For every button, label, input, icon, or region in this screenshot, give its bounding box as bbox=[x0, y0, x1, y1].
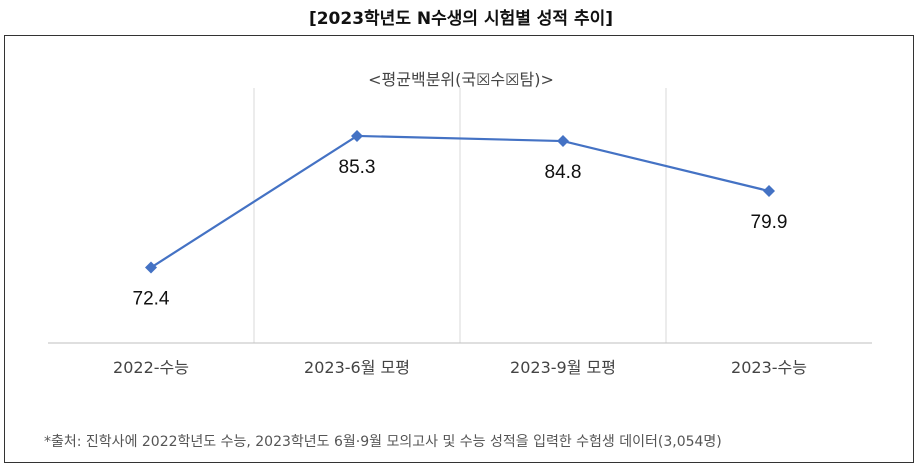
data-label: 72.4 bbox=[133, 289, 170, 310]
series-line bbox=[150, 134, 770, 269]
data-point-marker bbox=[763, 185, 775, 198]
x-tick-label: 2023-6월 모평 bbox=[304, 358, 410, 377]
x-tick-label: 2023-수능 bbox=[731, 358, 807, 377]
page-title: [2023학년도 N수생의 시험별 성적 추이] bbox=[308, 9, 614, 29]
data-label: 79.9 bbox=[751, 212, 788, 233]
x-tick-label: 2023-9월 모평 bbox=[510, 358, 616, 377]
chart-subtitle: <평균백분위(국☒수☒탐)> bbox=[368, 70, 554, 89]
data-point-marker bbox=[557, 135, 569, 148]
chart-frame bbox=[4, 35, 914, 463]
source-note: *출처: 진학사에 2022학년도 수능, 2023학년도 6월·9월 모의고사… bbox=[44, 434, 722, 450]
data-point-marker bbox=[145, 261, 157, 274]
x-tick-label: 2022-수능 bbox=[113, 358, 189, 377]
data-point-marker bbox=[351, 129, 363, 142]
data-label: 84.8 bbox=[545, 162, 582, 183]
data-label: 85.3 bbox=[339, 157, 376, 178]
